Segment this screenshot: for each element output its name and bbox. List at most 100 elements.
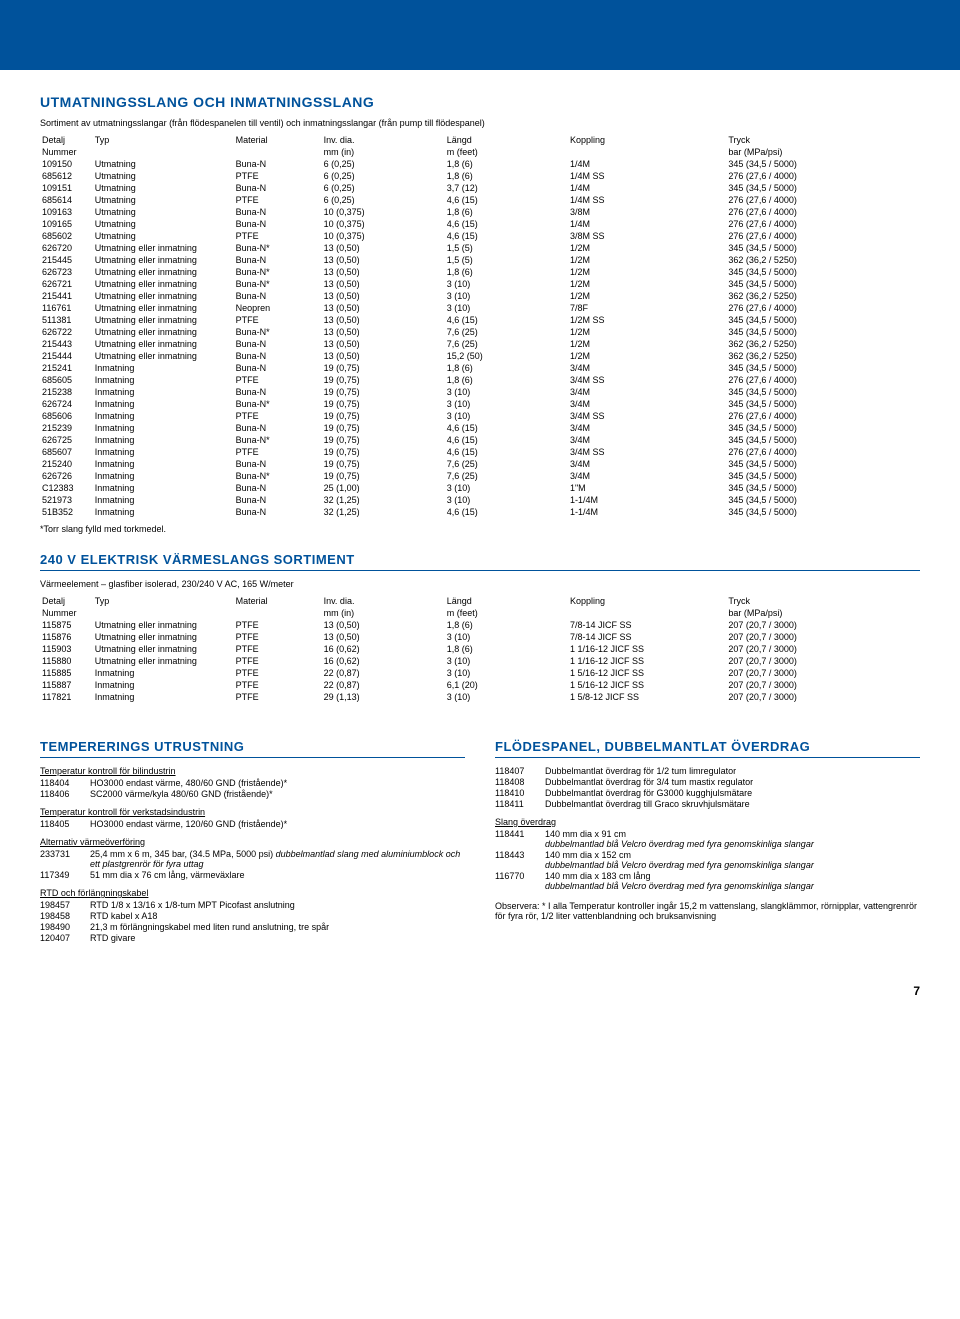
table-cell: Utmatning eller inmatning [93, 643, 234, 655]
table-cell: 362 (36,2 / 5250) [726, 350, 920, 362]
table-cell: Inmatning [93, 446, 234, 458]
table-cell: 1-1/4M [568, 506, 726, 518]
table-cell: PTFE [234, 410, 322, 422]
table-cell: Buna-N [234, 182, 322, 194]
table-cell: 4,6 (15) [445, 422, 568, 434]
table-cell: 345 (34,5 / 5000) [726, 266, 920, 278]
table-cell: 3 (10) [445, 655, 568, 667]
table-cell: 19 (0,75) [322, 410, 445, 422]
table-cell: Utmatning eller inmatning [93, 254, 234, 266]
table-cell: 19 (0,75) [322, 362, 445, 374]
table-cell: 4,6 (15) [445, 506, 568, 518]
table-cell: 276 (27,6 / 4000) [726, 194, 920, 206]
table-cell: 345 (34,5 / 5000) [726, 506, 920, 518]
table-cell: 10 (0,375) [322, 206, 445, 218]
bottom-columns: TEMPERERINGS UTRUSTNING Temperatur kontr… [40, 721, 920, 944]
table-row: 109165UtmatningBuna-N10 (0,375)4,6 (15)1… [40, 218, 920, 230]
table-cell: 345 (34,5 / 5000) [726, 398, 920, 410]
table-cell: Utmatning eller inmatning [93, 338, 234, 350]
item-desc: HO3000 endast värme, 120/60 GND (friståe… [90, 819, 465, 829]
table-row: 109151UtmatningBuna-N6 (0,25)3,7 (12)1/4… [40, 182, 920, 194]
table-cell: 276 (27,6 / 4000) [726, 302, 920, 314]
table-cell: 115885 [40, 667, 93, 679]
table-cell: Utmatning eller inmatning [93, 326, 234, 338]
table-cell: 215445 [40, 254, 93, 266]
table-cell: 215239 [40, 422, 93, 434]
observera-note: Observera: * I alla Temperatur kontrolle… [495, 901, 920, 921]
table-cell: 345 (34,5 / 5000) [726, 158, 920, 170]
table-cell: 1,8 (6) [445, 170, 568, 182]
table-cell: 345 (34,5 / 5000) [726, 458, 920, 470]
section-electric: 240 V ELEKTRISK VÄRMESLANGS SORTIMENT Vä… [40, 552, 920, 703]
table-cell: 19 (0,75) [322, 386, 445, 398]
table-row: 109163UtmatningBuna-N10 (0,375)1,8 (6)3/… [40, 206, 920, 218]
table-cell: 7/8-14 JICF SS [568, 631, 726, 643]
table-cell: PTFE [234, 667, 322, 679]
table-cell: Buna-N [234, 494, 322, 506]
table-row: 215445Utmatning eller inmatningBuna-N13 … [40, 254, 920, 266]
item-desc: 25,4 mm x 6 m, 345 bar, (34.5 MPa, 5000 … [90, 849, 465, 869]
table-cell: 345 (34,5 / 5000) [726, 422, 920, 434]
table-cell: Neopren [234, 302, 322, 314]
table-cell: 13 (0,50) [322, 254, 445, 266]
table-cell: 207 (20,7 / 3000) [726, 679, 920, 691]
table-cell: Buna-N [234, 506, 322, 518]
table-cell: 1 5/16-12 JICF SS [568, 679, 726, 691]
table-cell: 6 (0,25) [322, 182, 445, 194]
table-cell: 3 (10) [445, 302, 568, 314]
table-cell: 6,1 (20) [445, 679, 568, 691]
table-cell: PTFE [234, 655, 322, 667]
table-cell: 345 (34,5 / 5000) [726, 482, 920, 494]
th-tryck: Tryck [726, 134, 920, 146]
table-cell: Inmatning [93, 506, 234, 518]
item-desc: Dubbelmantlat överdrag för 1/2 tum limre… [545, 766, 920, 776]
col-left: TEMPERERINGS UTRUSTNING Temperatur kontr… [40, 721, 465, 944]
table-cell: 16 (0,62) [322, 643, 445, 655]
th-koppling: Koppling [568, 134, 726, 146]
table-row: 115885InmatningPTFE22 (0,87)3 (10)1 5/16… [40, 667, 920, 679]
table-cell: 1/4M [568, 158, 726, 170]
table-row: 215241InmatningBuna-N19 (0,75)1,8 (6)3/4… [40, 362, 920, 374]
table-cell: 345 (34,5 / 5000) [726, 386, 920, 398]
table-cell: 13 (0,50) [322, 326, 445, 338]
table-cell: 685614 [40, 194, 93, 206]
table-cell: 3 (10) [445, 278, 568, 290]
table-cell: 626724 [40, 398, 93, 410]
table-cell: 4,6 (15) [445, 314, 568, 326]
table-cell: C12383 [40, 482, 93, 494]
table-cell: 362 (36,2 / 5250) [726, 290, 920, 302]
col-right: FLÖDESPANEL, DUBBELMANTLAT ÖVERDRAG 1184… [495, 721, 920, 944]
table-cell: 19 (0,75) [322, 458, 445, 470]
table-row: 115880Utmatning eller inmatningPTFE16 (0… [40, 655, 920, 667]
item-id: 118407 [495, 766, 545, 776]
table-cell: 3/4M SS [568, 410, 726, 422]
table-cell: Buna-N [234, 350, 322, 362]
table-cell: PTFE [234, 194, 322, 206]
table-cell: 1,8 (6) [445, 643, 568, 655]
table-cell: 109150 [40, 158, 93, 170]
blue-banner [0, 0, 960, 70]
table-cell: 109163 [40, 206, 93, 218]
item-desc: RTD kabel x A18 [90, 911, 465, 921]
table-cell: Buna-N* [234, 326, 322, 338]
table-cell: 345 (34,5 / 5000) [726, 470, 920, 482]
item-id: 116770 [495, 871, 545, 891]
th-langd: Längd [445, 134, 568, 146]
table-row: 115875Utmatning eller inmatningPTFE13 (0… [40, 619, 920, 631]
list-item: 118410Dubbelmantlat överdrag för G3000 k… [495, 788, 920, 798]
table-cell: 13 (0,50) [322, 290, 445, 302]
table-row: 215240InmatningBuna-N19 (0,75)7,6 (25)3/… [40, 458, 920, 470]
table-cell: 115903 [40, 643, 93, 655]
list-item: 11734951 mm dia x 76 cm lång, värmeväxla… [40, 870, 465, 880]
table-row: 626725InmatningBuna-N*19 (0,75)4,6 (15)3… [40, 434, 920, 446]
table-cell: 215443 [40, 338, 93, 350]
table-cell: Inmatning [93, 494, 234, 506]
table-cell: Utmatning eller inmatning [93, 619, 234, 631]
table-cell: 207 (20,7 / 3000) [726, 619, 920, 631]
table-cell: 4,6 (15) [445, 194, 568, 206]
table-cell: Utmatning [93, 206, 234, 218]
table-cell: 362 (36,2 / 5250) [726, 338, 920, 350]
table-cell: Buna-N [234, 158, 322, 170]
table-cell: 276 (27,6 / 4000) [726, 230, 920, 242]
table-cell: 215241 [40, 362, 93, 374]
